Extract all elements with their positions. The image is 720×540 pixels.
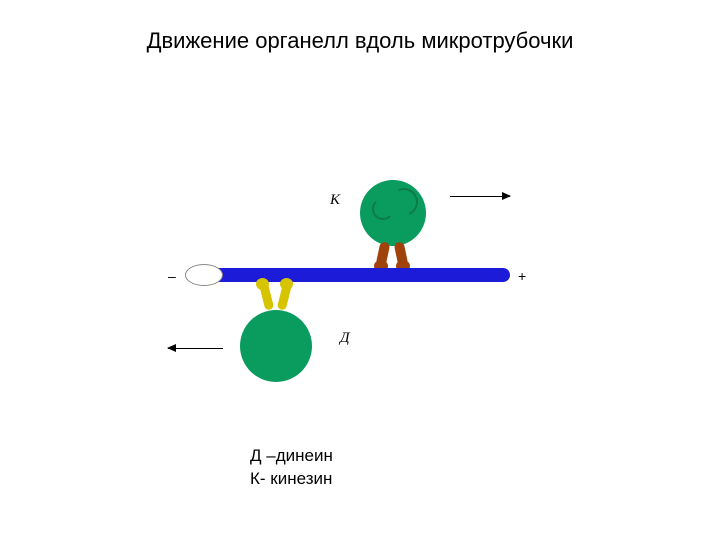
dynein-motor-leg [259,281,275,310]
legend-line-kinesin: К- кинезин [250,468,333,491]
microtubule-track [190,268,510,282]
diagram-title: Движение органелл вдоль микротрубочки [0,28,720,54]
microtubule-diagram: – + К Д [160,150,560,400]
minus-end-label: – [168,268,176,284]
dynein-label: Д [340,330,350,347]
dynein-organelle [240,310,312,382]
plus-end-label: + [518,268,526,284]
kinesin-label: К [330,192,340,209]
organelle-detail-icon [372,198,394,220]
dynein-direction-arrow [168,348,223,349]
legend-line-dynein: Д –динеин [250,445,333,468]
dynein-motor-leg [277,281,293,310]
kinesin-direction-arrow [450,196,510,197]
legend: Д –динеин К- кинезин [250,445,333,491]
minus-end-cap [185,264,223,286]
